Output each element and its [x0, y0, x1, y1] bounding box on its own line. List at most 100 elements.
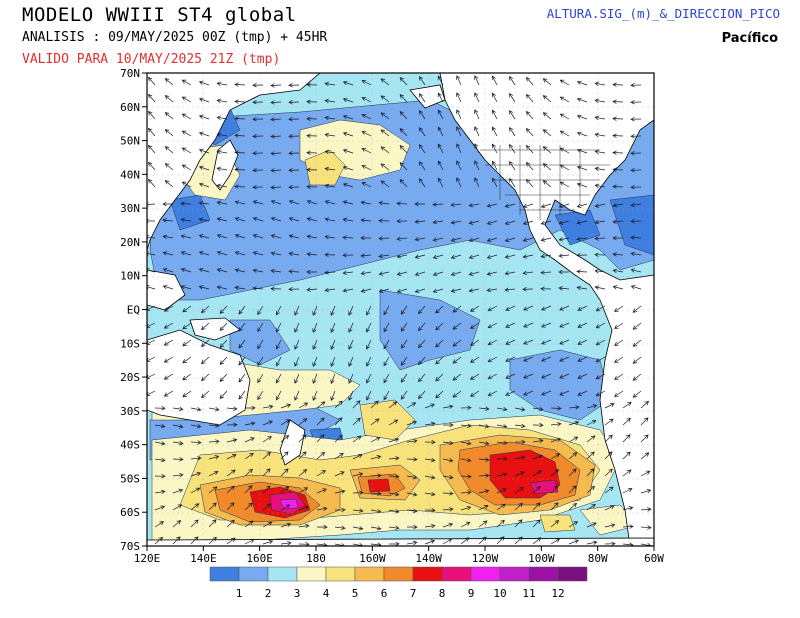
direction-arrow [262, 404, 274, 409]
direction-arrow [366, 322, 372, 333]
direction-arrow [294, 322, 300, 333]
direction-arrow [342, 182, 354, 188]
direction-arrow [442, 538, 453, 545]
direction-arrow [525, 93, 534, 103]
direction-arrow [400, 373, 408, 383]
direction-arrow [558, 286, 570, 291]
direction-arrow [604, 486, 614, 494]
direction-arrow [280, 540, 292, 546]
direction-arrow [437, 75, 444, 86]
legend-value: 9 [468, 587, 475, 600]
direction-arrow [595, 373, 606, 380]
direction-arrow [491, 92, 498, 103]
direction-arrow [614, 356, 624, 363]
direction-arrow [342, 252, 354, 258]
direction-arrow [612, 82, 624, 87]
state-borders [480, 145, 610, 220]
direction-arrow [366, 373, 372, 384]
legend-swatch [238, 566, 269, 582]
lon-label: 140W [415, 552, 442, 565]
direction-arrow [496, 503, 506, 511]
direction-arrow [216, 98, 228, 103]
direction-arrow [532, 519, 541, 528]
direction-arrow [342, 217, 354, 223]
direction-arrow [252, 268, 264, 273]
direction-arrow [514, 455, 526, 460]
direction-arrow [198, 285, 210, 290]
direction-arrow [505, 322, 516, 328]
direction-arrow [270, 199, 282, 205]
direction-arrow [594, 268, 606, 274]
direction-arrow [306, 167, 318, 172]
direction-arrow [522, 287, 534, 292]
direction-arrow [244, 437, 255, 443]
direction-arrow [388, 541, 400, 546]
direction-arrow [487, 356, 498, 363]
direction-arrow [525, 110, 534, 120]
legend-value: 10 [493, 587, 506, 600]
direction-arrow [280, 468, 289, 477]
direction-arrow [525, 76, 534, 86]
legend-value: 6 [381, 587, 388, 600]
direction-arrow [442, 474, 454, 480]
direction-arrow [478, 441, 490, 446]
direction-arrow [505, 390, 516, 396]
direction-arrow [352, 472, 364, 477]
direction-arrow [514, 519, 523, 528]
direction-arrow [509, 126, 516, 137]
direction-arrow [148, 76, 156, 86]
direction-arrow [406, 402, 417, 409]
direction-arrow [334, 471, 345, 477]
direction-arrow [348, 305, 354, 316]
direction-arrow [595, 339, 606, 346]
direction-arrow [522, 220, 534, 226]
direction-arrow [396, 201, 408, 206]
direction-arrow [163, 322, 174, 329]
direction-arrow [487, 305, 498, 312]
direction-arrow [418, 161, 426, 171]
direction-arrow [622, 451, 631, 460]
direction-arrow [468, 203, 480, 208]
direction-arrow [568, 502, 578, 511]
direction-arrow [424, 475, 436, 480]
direction-arrow [298, 451, 307, 460]
direction-arrow [474, 126, 480, 137]
direction-arrow [550, 520, 560, 528]
direction-arrow [586, 540, 598, 545]
legend-value: 1 [236, 587, 243, 600]
direction-arrow [568, 420, 580, 426]
direction-arrow [316, 470, 326, 477]
direction-arrow [172, 488, 184, 494]
direction-arrow [532, 422, 544, 428]
direction-arrow [172, 424, 184, 429]
direction-arrow [388, 401, 398, 409]
direction-arrow [380, 112, 390, 120]
direction-arrow [414, 271, 426, 277]
direction-arrow [604, 451, 613, 460]
direction-arrow [504, 271, 516, 276]
direction-arrow [234, 250, 246, 256]
direction-arrow [280, 403, 292, 409]
direction-arrow [270, 251, 282, 256]
direction-arrow [234, 150, 246, 155]
direction-arrow [414, 254, 426, 259]
direction-arrow [352, 526, 364, 531]
direction-arrow [550, 406, 562, 411]
direction-arrow [312, 356, 318, 367]
direction-arrow [361, 96, 372, 103]
direction-arrow [595, 390, 606, 397]
direction-arrow [270, 83, 282, 88]
direction-arrow [460, 537, 470, 545]
direction-arrow [280, 419, 291, 426]
direction-arrow [612, 150, 624, 155]
direction-arrow [366, 339, 372, 350]
direction-arrow [396, 288, 408, 294]
product-name: ALTURA.SIG_(m)_&_DIRECCION_PICO [546, 6, 780, 21]
direction-arrow [559, 79, 570, 86]
direction-arrow [330, 305, 336, 316]
direction-arrow [198, 131, 210, 137]
direction-arrow [509, 109, 516, 120]
direction-arrow [469, 339, 480, 346]
direction-arrow [604, 505, 615, 511]
